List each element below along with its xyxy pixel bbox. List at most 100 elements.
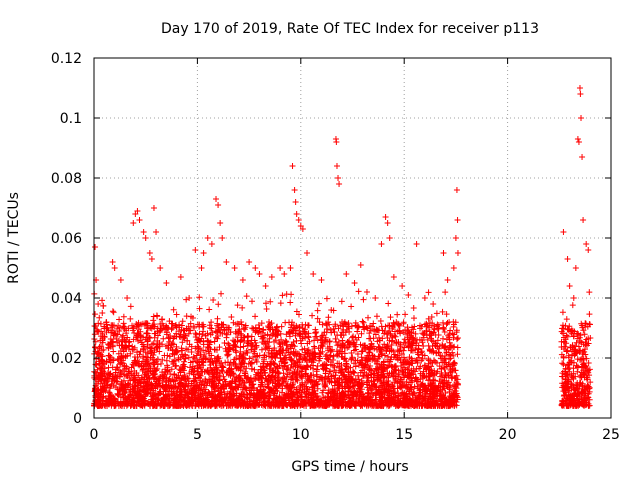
data-point bbox=[230, 392, 237, 399]
data-point bbox=[142, 391, 149, 398]
data-point bbox=[364, 325, 371, 332]
data-point bbox=[322, 353, 329, 360]
data-point bbox=[283, 291, 290, 298]
data-point bbox=[297, 337, 304, 344]
data-point bbox=[240, 343, 247, 350]
data-point bbox=[376, 327, 383, 334]
data-point bbox=[228, 314, 235, 321]
data-point bbox=[190, 371, 197, 378]
data-point bbox=[348, 303, 355, 310]
data-point bbox=[443, 311, 450, 318]
data-point bbox=[262, 300, 269, 307]
data-point bbox=[358, 354, 365, 361]
data-point bbox=[400, 329, 407, 336]
data-point bbox=[350, 393, 357, 400]
data-point bbox=[453, 372, 460, 379]
data-point bbox=[277, 300, 284, 307]
data-point bbox=[359, 318, 366, 325]
data-point bbox=[176, 366, 183, 373]
data-point bbox=[258, 320, 265, 327]
data-point bbox=[148, 256, 155, 262]
data-point bbox=[412, 330, 419, 337]
data-point bbox=[408, 341, 415, 348]
data-point bbox=[127, 303, 134, 310]
data-point bbox=[417, 325, 424, 332]
data-point bbox=[325, 387, 332, 394]
data-point bbox=[392, 333, 399, 340]
data-point bbox=[205, 389, 212, 396]
data-point bbox=[144, 338, 151, 345]
data-point bbox=[154, 328, 161, 335]
data-point bbox=[425, 342, 432, 349]
data-point bbox=[328, 329, 335, 336]
data-point bbox=[324, 325, 331, 332]
data-point bbox=[305, 377, 312, 384]
data-point bbox=[223, 259, 230, 265]
data-point bbox=[92, 361, 99, 368]
data-point bbox=[127, 315, 134, 322]
data-point bbox=[196, 305, 203, 312]
data-point bbox=[186, 370, 193, 377]
data-point bbox=[314, 381, 321, 388]
data-point bbox=[423, 320, 430, 327]
data-point bbox=[449, 349, 456, 356]
data-point bbox=[323, 295, 330, 302]
data-point bbox=[265, 353, 272, 360]
data-point bbox=[156, 348, 163, 355]
data-point bbox=[187, 320, 194, 327]
data-point bbox=[183, 380, 190, 387]
data-point bbox=[298, 340, 305, 347]
data-point bbox=[214, 322, 221, 329]
data-point bbox=[99, 310, 106, 316]
data-point bbox=[157, 360, 164, 367]
data-point bbox=[183, 313, 190, 320]
data-point bbox=[150, 340, 157, 347]
data-point bbox=[156, 390, 163, 397]
data-point bbox=[395, 327, 402, 334]
data-point bbox=[205, 376, 212, 383]
data-point bbox=[218, 367, 225, 374]
data-point bbox=[157, 265, 164, 271]
data-point bbox=[136, 217, 143, 223]
chart-title: Day 170 of 2019, Rate Of TEC Index for r… bbox=[161, 21, 539, 37]
data-point bbox=[355, 288, 362, 295]
data-point bbox=[436, 378, 443, 385]
data-point bbox=[287, 299, 294, 306]
data-point bbox=[383, 347, 390, 354]
data-point bbox=[243, 347, 250, 354]
data-point bbox=[416, 365, 423, 372]
data-point bbox=[425, 356, 432, 363]
data-point bbox=[156, 340, 163, 347]
data-point bbox=[234, 302, 241, 309]
data-point bbox=[192, 247, 199, 253]
data-point bbox=[236, 364, 243, 371]
data-point bbox=[361, 326, 368, 333]
data-point bbox=[328, 373, 335, 380]
data-point bbox=[196, 294, 203, 301]
data-point bbox=[246, 355, 253, 362]
data-point bbox=[420, 331, 427, 338]
data-point bbox=[305, 333, 312, 340]
data-point bbox=[120, 313, 127, 320]
data-point bbox=[256, 325, 263, 332]
data-point bbox=[159, 341, 166, 348]
data-point bbox=[314, 385, 321, 392]
data-point bbox=[393, 319, 400, 326]
data-point bbox=[581, 331, 588, 338]
data-point bbox=[299, 375, 306, 382]
data-points bbox=[91, 85, 594, 409]
data-point bbox=[405, 366, 412, 373]
data-point bbox=[396, 347, 403, 354]
data-point bbox=[160, 335, 167, 342]
data-point bbox=[314, 315, 321, 322]
data-point bbox=[272, 337, 279, 344]
data-point bbox=[381, 352, 388, 359]
data-point bbox=[258, 346, 265, 353]
data-point bbox=[443, 336, 450, 343]
data-point bbox=[334, 360, 341, 367]
data-point bbox=[202, 347, 209, 354]
data-point bbox=[327, 348, 334, 355]
data-point bbox=[113, 364, 120, 371]
data-point bbox=[416, 354, 423, 361]
data-point bbox=[153, 344, 160, 351]
